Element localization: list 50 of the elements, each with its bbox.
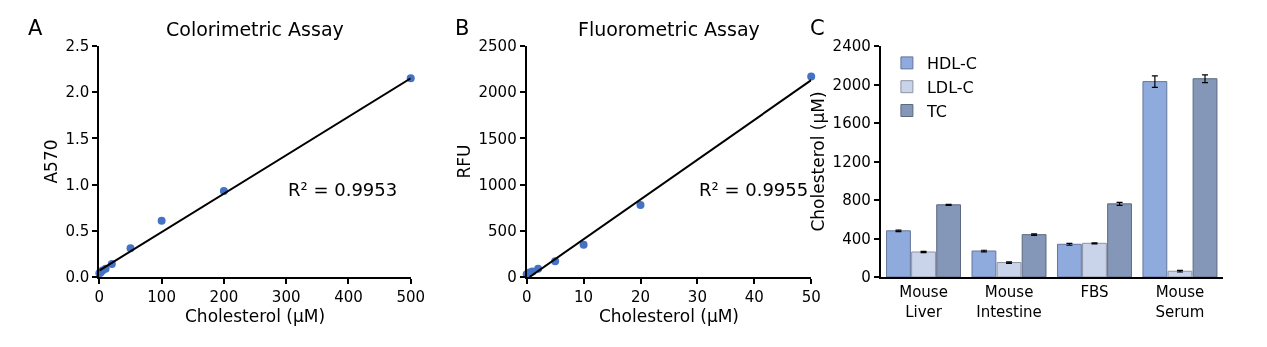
legend-label: HDL-C: [926, 54, 977, 74]
y-axis-title: RFU: [453, 144, 474, 179]
x-tick-label: Mouse Serum: [1155, 283, 1205, 321]
x-tick-label: 30: [687, 288, 707, 306]
y-tick-label: 0: [861, 268, 871, 287]
x-tick-label: 50: [801, 288, 821, 306]
y-tick-label: 1.0: [65, 175, 90, 194]
y-axis-title: A570: [40, 139, 61, 184]
x-tick-label: FBS: [1080, 283, 1109, 301]
y-tick-label: 2.5: [65, 37, 90, 56]
x-tick-label: 40: [744, 288, 764, 306]
x-tick-label: 10: [574, 288, 594, 306]
x-tick-label: 0: [521, 288, 532, 306]
y-tick-label: 2500: [478, 37, 517, 56]
x-tick-label: 20: [630, 288, 651, 306]
x-tick-label: 100: [147, 288, 176, 306]
y-tick-label: 2400: [832, 37, 871, 56]
y-tick-label: 1000: [478, 175, 517, 194]
y-tick-label: 2000: [832, 75, 871, 94]
y-tick-label: 1500: [478, 129, 517, 148]
x-axis-title: Cholesterol (µM): [184, 306, 326, 326]
y-tick-label: 500: [488, 222, 517, 241]
y-axis-title: Cholesterol (µM): [807, 91, 828, 232]
y-tick-label: 1600: [832, 114, 871, 133]
legend-label: LDL-C: [926, 77, 974, 97]
text: B: [455, 16, 470, 40]
y-tick-label: 2000: [478, 83, 517, 102]
y-tick-label: 0: [507, 268, 517, 287]
x-tick-label: 500: [396, 288, 426, 306]
y-tick-label: 1.5: [65, 129, 90, 148]
x-tick-label: 300: [271, 288, 301, 306]
annotation: R² = 0.9953: [288, 179, 398, 200]
x-tick-label: Mouse Liver: [899, 283, 948, 321]
text: C: [810, 16, 825, 40]
x-tick-label: 0: [94, 288, 105, 306]
annotation: R² = 0.9955: [699, 179, 809, 200]
x-axis-title: Cholesterol (µM): [598, 306, 740, 326]
y-tick-label: 0.0: [65, 268, 90, 287]
x-tick-label: 400: [334, 288, 363, 306]
x-tick-label: 200: [209, 288, 239, 306]
y-tick-label: 2.0: [65, 83, 90, 102]
chart-title: Colorimetric Assay: [166, 18, 344, 40]
legend-label: TC: [925, 101, 947, 121]
y-tick-label: 0.5: [65, 222, 90, 241]
y-tick-label: 800: [842, 191, 871, 210]
y-tick-label: 400: [842, 229, 871, 248]
chart-title: Fluorometric Assay: [578, 18, 760, 40]
y-tick-label: 1200: [832, 152, 871, 171]
x-tick-label: Mouse Intestine: [976, 283, 1042, 321]
text: A: [28, 16, 43, 40]
